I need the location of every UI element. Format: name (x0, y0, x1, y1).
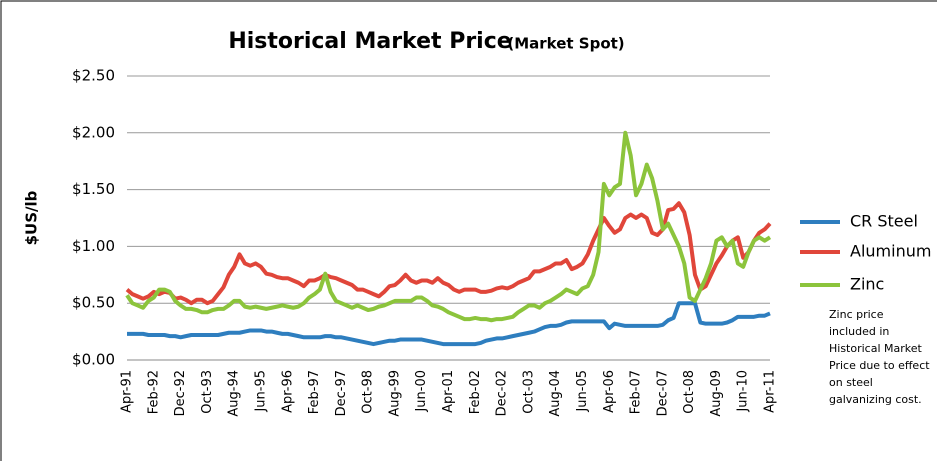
legend-label: Aluminum (850, 242, 931, 261)
x-tick-label: Dec-92 (173, 370, 188, 416)
legend-label: Zinc (850, 275, 884, 294)
x-tick-label: Oct-03 (521, 370, 536, 414)
x-tick-label: Feb-07 (629, 370, 644, 414)
x-tick-label: Jun-95 (253, 370, 268, 413)
x-tick-label: Apr-11 (763, 370, 778, 413)
chart-title: Historical Market Price (228, 29, 511, 54)
x-tick-label: Apr-01 (441, 370, 456, 413)
x-tick-label: Oct-98 (361, 370, 376, 414)
y-tick-label: $1.00 (72, 237, 115, 255)
x-tick-label: Apr-96 (280, 370, 295, 413)
x-tick-label: Aug-04 (548, 370, 563, 417)
series-line (127, 301, 771, 347)
y-tick-label: $2.00 (72, 123, 115, 141)
chart-subtitle: (Market Spot) (507, 35, 624, 53)
y-tick-label: $0.50 (72, 294, 115, 312)
x-tick-label: Oct-93 (200, 370, 215, 414)
x-tick-label: Aug-94 (227, 370, 242, 417)
legend-label: CR Steel (850, 212, 918, 231)
series-line (125, 201, 772, 306)
x-tick-label: Dec-97 (334, 370, 349, 416)
x-tick-label: Feb-97 (307, 370, 322, 414)
x-tick-label: Jun-00 (414, 370, 429, 413)
x-tick-label: Feb-92 (146, 370, 161, 414)
y-axis-label: $US/lb (23, 190, 41, 245)
x-tick-label: Feb-02 (468, 370, 483, 414)
y-tick-label: $2.50 (72, 67, 115, 85)
x-tick-label: Jun-10 (736, 370, 751, 413)
y-tick-label: $1.50 (72, 180, 115, 198)
x-tick-label: Oct-08 (682, 370, 697, 414)
x-tick-label: Aug-09 (709, 370, 724, 417)
x-tick-label: Apr-06 (602, 370, 617, 413)
series-line (125, 130, 772, 323)
x-tick-label: Apr-91 (120, 370, 135, 413)
x-tick-label: Dec-02 (495, 370, 510, 416)
x-tick-label: Aug-99 (387, 370, 402, 417)
annotation: Zinc price included in Historical Market… (829, 308, 930, 406)
x-tick-label: Jun-05 (575, 370, 590, 413)
y-tick-label: $0.00 (72, 351, 115, 369)
x-tick-label: Dec-07 (655, 370, 670, 416)
